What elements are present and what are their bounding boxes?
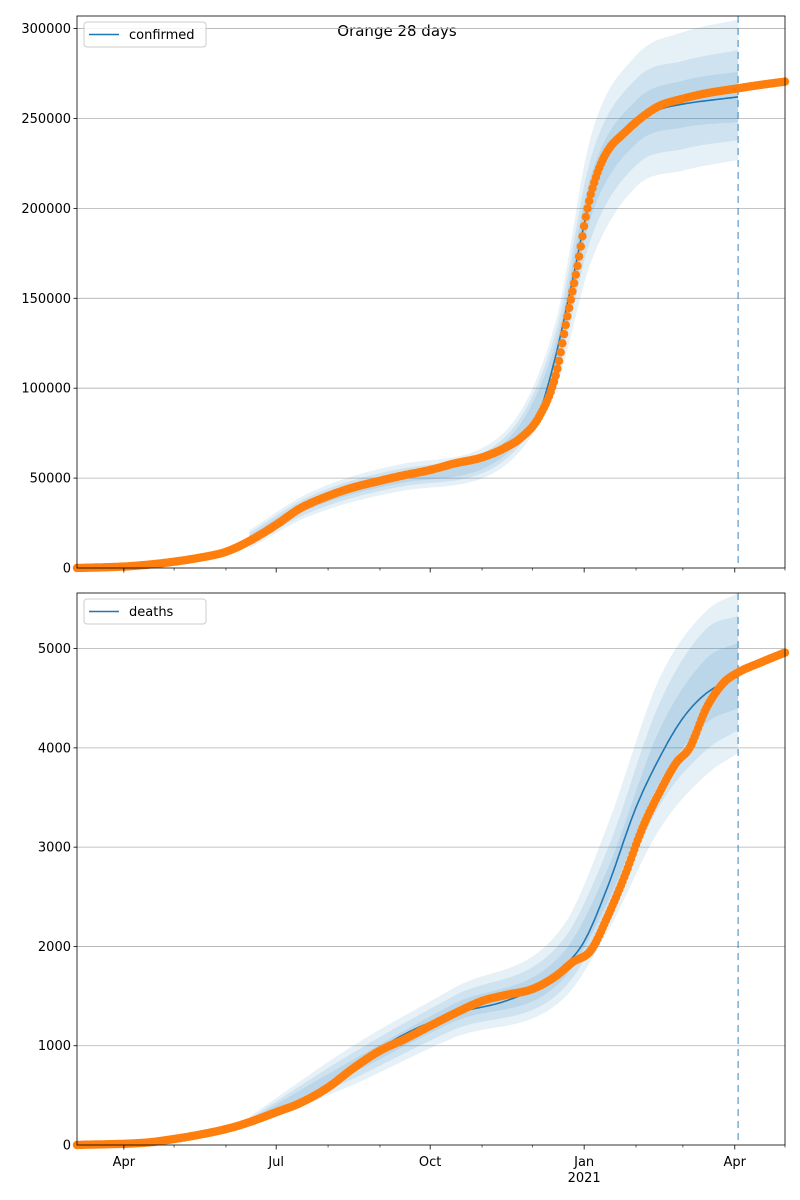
y-tick-label: 200000 [21, 202, 71, 217]
observed-point [553, 364, 562, 373]
legend: deaths [83, 598, 207, 625]
uncertainty-band [249, 615, 739, 1125]
observed-point [559, 329, 569, 339]
observed-point [564, 303, 574, 313]
observed-point [576, 242, 585, 251]
observed-point [578, 232, 587, 241]
observed-point [568, 287, 577, 296]
observed-point [563, 312, 572, 321]
y-tick-label: 1000 [38, 1039, 71, 1054]
y-tick-label: 0 [63, 562, 71, 577]
x-tick-label: Oct [419, 1155, 441, 1170]
observed-point [571, 270, 580, 279]
y-tick-label: 250000 [21, 112, 71, 127]
y-tick-label: 5000 [38, 642, 71, 657]
x-tick-label: Apr [724, 1155, 747, 1170]
uncertainty-band [249, 642, 739, 1124]
plot-frame [76, 15, 786, 569]
legend-label: confirmed [129, 28, 195, 43]
y-tick-label: 150000 [21, 292, 71, 307]
y-tick-label: 3000 [38, 841, 71, 856]
uncertainty-band [249, 50, 739, 546]
x-tick-sublabel: 2021 [568, 1171, 601, 1186]
observed-point [574, 252, 584, 261]
observed-point [561, 320, 570, 330]
observed-point [558, 339, 567, 348]
legend: confirmed [83, 21, 207, 48]
y-tick-label: 0 [63, 1139, 71, 1154]
observed-point [581, 212, 590, 221]
y-tick-label: 100000 [21, 382, 71, 397]
chart-confirmed: 0 50000 100000 150000 200000 250000 300000 conf… [21, 15, 790, 577]
y-tick-label: 2000 [38, 940, 71, 955]
plot-frame [76, 592, 786, 1146]
y-tick-label: 50000 [30, 472, 71, 487]
observed-point [579, 222, 589, 231]
uncertainty-band [249, 19, 739, 549]
y-tick-label: 4000 [38, 741, 71, 756]
observed-point [573, 261, 582, 271]
x-tick-label: Jan [573, 1155, 594, 1170]
y-tick-label: 300000 [21, 22, 71, 37]
legend-box [83, 21, 207, 48]
uncertainty-band [249, 593, 739, 1127]
legend-label: deaths [129, 605, 174, 620]
legend-box [83, 598, 207, 625]
observed-point [566, 295, 575, 304]
x-tick-label: Apr [113, 1155, 136, 1170]
figure-title: Orange 28 days [337, 22, 457, 40]
uncertainty-band [249, 71, 739, 543]
observed-point [554, 356, 564, 366]
observed-point [551, 371, 560, 380]
observed-point [556, 348, 565, 357]
observed-point [583, 204, 592, 213]
x-tick-label: Jul [267, 1155, 284, 1170]
observed-point [585, 196, 594, 206]
observed-point [569, 279, 579, 288]
